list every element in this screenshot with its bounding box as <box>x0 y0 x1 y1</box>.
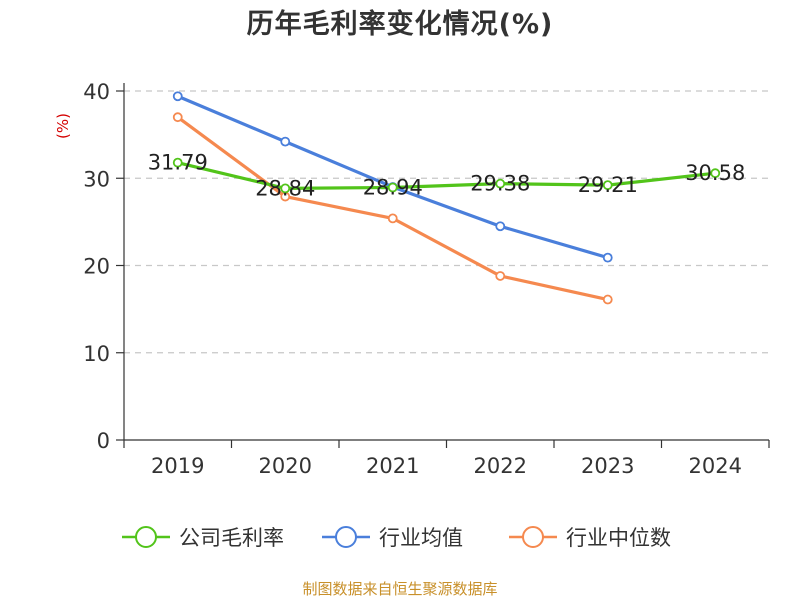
series-1-point-0 <box>172 91 183 102</box>
y-tick-label-3: 30 <box>83 167 110 191</box>
chart-title: 历年毛利率变化情况(%) <box>246 9 554 40</box>
legend-marker-2 <box>522 526 544 548</box>
legend-marker-0 <box>135 526 157 548</box>
series-2-point-3 <box>495 271 506 281</box>
series-1-point-3 <box>495 221 506 232</box>
series-0-point-3 <box>495 178 506 189</box>
y-tick-label-4: 40 <box>83 80 110 104</box>
source-note: 制图数据来自恒生聚源数据库 <box>302 580 498 598</box>
x-tick-label-1: 2020 <box>259 454 312 478</box>
data-label-2: 28.94 <box>363 175 423 199</box>
series-2-point-2 <box>387 213 398 224</box>
series-0-point-4 <box>602 180 613 191</box>
series-2-point-4 <box>602 294 613 305</box>
tick-labels: 0 10 20 30 40 2019 2020 2021 2022 2023 2024 <box>83 80 742 478</box>
x-tick-label-0: 2019 <box>151 454 204 478</box>
y-tick-label-2: 20 <box>83 255 110 279</box>
series-2-point-0 <box>172 112 183 123</box>
x-tick-label-3: 2022 <box>474 454 527 478</box>
legend: 公司毛利率 行业均值 行业中位数 <box>122 526 671 550</box>
legend-label-0: 公司毛利率 <box>179 526 284 550</box>
legend-label-1: 行业均值 <box>379 526 463 550</box>
x-tick-label-5: 2024 <box>689 454 742 478</box>
grid-lines <box>124 90 769 354</box>
y-tick-label-0: 0 <box>97 429 110 453</box>
y-tick-label-1: 10 <box>83 342 110 366</box>
legend-label-2: 行业中位数 <box>566 526 671 550</box>
series-0-point-5 <box>710 168 721 179</box>
series-0-point-1 <box>280 183 291 194</box>
series-group <box>172 91 721 305</box>
legend-marker-1 <box>335 526 357 548</box>
y-axis-label: (%) <box>54 113 72 139</box>
data-labels: 31.79 28.84 28.94 29.38 29.21 30.58 <box>148 151 746 201</box>
data-label-1: 28.84 <box>255 176 315 200</box>
series-line-2 <box>176 115 609 302</box>
series-0-point-2 <box>387 182 398 193</box>
series-1-point-4 <box>602 252 613 263</box>
data-label-0: 31.79 <box>148 151 208 175</box>
data-label-5: 30.58 <box>685 161 745 185</box>
series-1-point-1 <box>280 136 291 147</box>
x-tick-label-4: 2023 <box>581 454 634 478</box>
series-line-0 <box>177 161 716 190</box>
data-label-3: 29.38 <box>470 172 530 196</box>
series-0-point-0 <box>172 157 183 168</box>
data-label-4: 29.21 <box>578 173 638 197</box>
axes <box>116 83 770 448</box>
x-tick-label-2: 2021 <box>366 454 419 478</box>
